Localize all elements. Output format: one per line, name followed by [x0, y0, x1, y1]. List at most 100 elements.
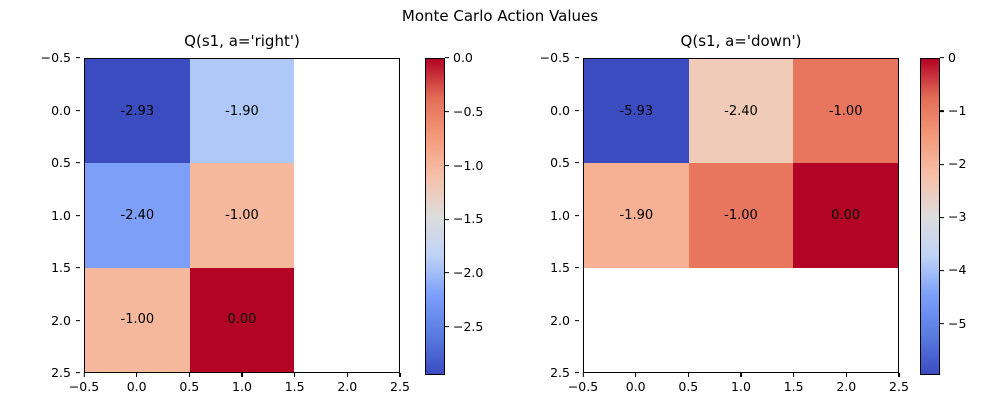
x-axis-ticks: −0.5 0.0 0.5 1.0 1.5 2.0 2.5 — [568, 373, 909, 400]
tick-mark — [575, 372, 579, 374]
heatmap-cell: -1.00 — [688, 163, 794, 268]
colorbar-tick: −0.5 — [445, 105, 483, 119]
y-tick: 1.0 — [550, 207, 579, 223]
y-tick-label: 2.0 — [550, 312, 570, 328]
colorbar-tick: −1.0 — [445, 157, 484, 173]
cell-value-label: 0.00 — [831, 207, 861, 223]
tick-mark — [575, 57, 579, 59]
y-tick: 1.5 — [550, 261, 579, 275]
tick-mark — [940, 163, 944, 165]
tick-mark — [940, 110, 944, 112]
x-tick-label: 0.5 — [179, 379, 200, 394]
x-tick-label: 1.0 — [232, 379, 252, 394]
x-tick-label: −0.5 — [68, 379, 100, 394]
y-tick: 0.0 — [550, 103, 579, 118]
x-tick: 1.0 — [731, 373, 751, 394]
tick-mark — [76, 372, 80, 374]
heatmap-cell — [584, 267, 689, 372]
y-tick-label: 1.5 — [51, 260, 71, 276]
y-tick-label: 0.0 — [51, 102, 71, 118]
tick-mark — [940, 269, 944, 272]
tick-mark — [575, 162, 579, 164]
y-tick-label: 1.0 — [550, 207, 570, 223]
x-tick-label: 2.0 — [836, 379, 857, 394]
x-tick-label: 2.5 — [390, 379, 410, 394]
tick-mark — [241, 373, 243, 377]
colorbar-tick: −1 — [940, 104, 966, 118]
tick-mark — [136, 373, 138, 377]
heatmap-cell: -2.40 — [688, 59, 794, 164]
y-tick-label: 1.0 — [51, 207, 71, 223]
colorbar-tick: 0 — [940, 51, 956, 65]
heatmap-cell: -1.90 — [584, 163, 689, 268]
subplot-title: Q(s1, a='right') — [184, 32, 300, 50]
tick-mark — [76, 267, 80, 269]
tick-mark — [83, 373, 85, 377]
y-tick-label: 0.5 — [550, 155, 570, 171]
colorbar-tick-label: 0.0 — [453, 50, 473, 66]
tick-mark — [740, 373, 742, 377]
x-tick: −0.5 — [69, 373, 99, 394]
axes-q-down: Q(s1, a='down') -5.93 -2.40 -1.00 -1.90 -1.0… — [540, 32, 909, 393]
plot-area: -5.93 -2.40 -1.00 -1.90 -1.00 0.00 — [583, 58, 899, 373]
colorbar-tick-label: −1.5 — [453, 211, 484, 227]
tick-mark — [76, 109, 80, 112]
tick-mark — [445, 326, 449, 328]
x-tick-label: 0.0 — [625, 379, 646, 394]
y-axis-ticks: −0.5 0.0 0.5 1.0 1.5 2.0 2.5 — [509, 51, 579, 379]
tick-mark — [76, 214, 80, 217]
tick-mark — [445, 111, 449, 113]
colorbar-tick: −2 — [940, 157, 966, 171]
colorbar-tick-label: −0.5 — [453, 103, 484, 119]
y-tick-label: 1.5 — [550, 260, 570, 276]
tick-mark — [294, 373, 296, 377]
tick-mark — [399, 373, 401, 377]
heatmap-cell: 0.00 — [189, 267, 295, 372]
tick-mark — [940, 216, 944, 218]
x-tick: 2.5 — [390, 373, 410, 394]
y-tick: −0.5 — [540, 51, 579, 65]
heatmap-cell: 0.00 — [793, 163, 898, 268]
heatmap-cell: -1.90 — [189, 59, 295, 164]
colorbar-tick-label: −1 — [948, 103, 967, 119]
tick-mark — [575, 319, 579, 322]
colorbar — [425, 58, 445, 375]
colorbar-tick-label: −1.0 — [453, 157, 484, 173]
heatmap-cell: -1.00 — [189, 163, 295, 268]
heatmap-cell: -1.00 — [85, 267, 190, 372]
y-tick-label: −0.5 — [40, 50, 71, 66]
tick-mark — [445, 57, 449, 59]
tick-mark — [188, 373, 190, 377]
tick-mark — [445, 218, 449, 220]
cell-value-label: -2.93 — [120, 103, 155, 119]
tick-mark — [76, 162, 80, 164]
colorbar-tick-label: −4 — [948, 262, 967, 278]
x-tick-label: 2.5 — [889, 379, 909, 394]
y-tick-label: 2.5 — [550, 365, 570, 381]
x-tick-label: 1.0 — [731, 379, 751, 394]
tick-mark — [346, 373, 348, 377]
colorbar — [920, 58, 940, 375]
heatmap-cell — [294, 267, 399, 372]
cell-value-label: -1.00 — [120, 312, 155, 328]
y-tick-label: 2.0 — [51, 312, 71, 328]
x-tick-label: 0.5 — [678, 379, 699, 394]
heatmap-cell — [688, 267, 794, 372]
colorbar-tick: −2.0 — [445, 266, 483, 280]
y-tick: 2.5 — [51, 366, 80, 380]
tick-mark — [575, 109, 579, 112]
x-tick: 0.0 — [626, 373, 646, 394]
colorbar-tick-label: −3 — [948, 209, 967, 225]
cell-value-label: -1.00 — [724, 207, 758, 223]
y-tick: 1.5 — [51, 261, 80, 275]
heatmap-cell: -5.93 — [584, 59, 689, 164]
tick-mark — [76, 319, 80, 322]
x-tick: 2.0 — [836, 373, 856, 394]
heatmap-cell — [294, 163, 399, 268]
colorbar-tick-label: −2 — [948, 156, 967, 172]
cell-value-label: 0.00 — [227, 312, 257, 328]
cell-value-label: -2.40 — [724, 103, 758, 119]
x-tick: 2.5 — [889, 373, 909, 394]
tick-mark — [845, 373, 847, 377]
